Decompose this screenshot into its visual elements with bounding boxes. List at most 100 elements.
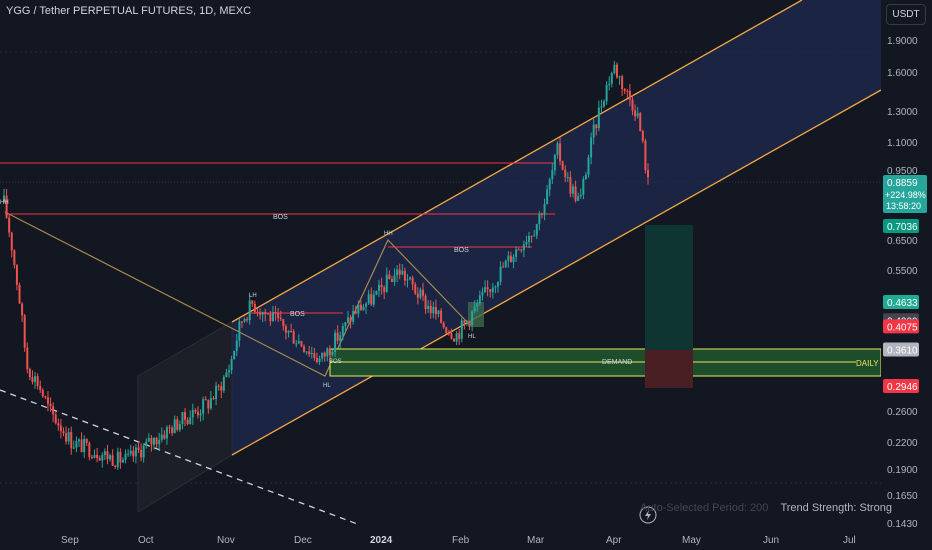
candle-body (52, 406, 55, 415)
candle-body (191, 410, 194, 418)
candle-body (158, 439, 161, 445)
candle-body (85, 438, 88, 443)
candle-body (486, 287, 489, 290)
candle-body (631, 99, 634, 111)
candle-body (590, 137, 593, 158)
candle-body (465, 321, 468, 323)
candle-body (119, 451, 122, 463)
candle-body (352, 311, 355, 322)
lightning-icon[interactable] (639, 506, 657, 524)
candle-body (31, 377, 34, 382)
candle-body (70, 432, 73, 449)
candle-body (339, 335, 342, 341)
candle-body (540, 213, 543, 215)
candle-body (303, 346, 306, 353)
candle-body (564, 169, 567, 178)
candle-body (145, 441, 148, 446)
price-tick: 0.1650 (887, 491, 918, 502)
candle-body (80, 439, 83, 453)
candle-body (644, 140, 647, 171)
candle-body (142, 445, 145, 458)
channel-lower-line (231, 89, 882, 456)
candle-body (416, 293, 419, 298)
candle-body (331, 352, 334, 355)
candle-body (202, 399, 205, 414)
candle-body (184, 411, 187, 420)
candle-body (259, 312, 262, 315)
price-level-badge (883, 295, 919, 309)
candle-body (243, 319, 246, 322)
candle-body (93, 454, 96, 458)
candle-body (129, 450, 132, 454)
candle-body (13, 250, 16, 265)
candle-body (453, 338, 456, 342)
candle-body (608, 83, 611, 85)
dashed-trendline (0, 389, 361, 526)
current-price: 0.8859 (887, 178, 918, 189)
annotation-hh-1: HH (0, 200, 9, 206)
candle-body (163, 434, 166, 439)
candle-body (528, 236, 531, 242)
candle-body (88, 442, 91, 458)
candle-body (628, 90, 631, 100)
candle-body (160, 434, 163, 440)
annotation-hl-2: HL (468, 334, 476, 340)
candle-body (556, 143, 559, 155)
candle-body (533, 235, 536, 237)
price-tick: 0.2600 (887, 407, 918, 418)
demand-label: DEMAND (602, 359, 632, 366)
candle-body (266, 313, 269, 315)
candle-body (359, 304, 362, 311)
candle-body (106, 451, 109, 460)
time-tick: Apr (606, 535, 622, 546)
candle-body (103, 451, 106, 455)
annotation-bos-4: BOS (329, 359, 342, 365)
candle-body (579, 194, 582, 197)
candle-body (577, 196, 580, 201)
candle-body (334, 332, 337, 353)
candle-body (228, 370, 231, 373)
price-level-value: 0.3610 (887, 345, 918, 356)
time-axis[interactable]: Sep Oct Nov Dec 2024 Feb Mar Apr May Jun… (0, 530, 881, 550)
candle-body (411, 277, 414, 285)
candle-body (28, 369, 31, 378)
candle-body (434, 306, 437, 315)
candle-body (284, 326, 287, 333)
candle-body (618, 76, 621, 78)
candle-body (46, 397, 49, 404)
price-tick: 0.5500 (887, 266, 918, 277)
candle-body (515, 249, 518, 257)
candle-body (615, 64, 618, 78)
candle-body (178, 424, 181, 430)
candle-body (574, 186, 577, 201)
candle-body (496, 281, 499, 287)
candle-body (59, 425, 62, 432)
candle-body (346, 317, 349, 323)
time-tick: Feb (452, 535, 470, 546)
candle-body (626, 90, 629, 92)
price-axis[interactable]: 1.9000 1.6000 1.3000 1.1000 0.9500 0.650… (881, 0, 932, 550)
candle-body (15, 264, 18, 285)
candle-body (370, 294, 373, 305)
candle-body (349, 317, 352, 322)
candle-body (385, 274, 388, 292)
candle-body (647, 170, 649, 178)
candle-body (235, 340, 238, 351)
time-tick: Jun (763, 535, 779, 546)
annotation-lh: LH (249, 293, 257, 299)
candle-body (279, 318, 282, 320)
candle-body (398, 269, 401, 275)
candle-body (155, 437, 158, 445)
candle-body (121, 459, 124, 463)
candle-body (641, 130, 644, 141)
price-tick: 1.1000 (887, 138, 918, 149)
candle-body (137, 447, 140, 451)
price-level-value: 0.4633 (887, 298, 918, 309)
candle-body (57, 423, 60, 426)
currency-unit-button[interactable]: USDT (886, 4, 926, 25)
symbol-title[interactable]: YGG / Tether PERPETUAL FUTURES, 1D, MEXC (6, 5, 252, 17)
candle-body (297, 341, 300, 344)
candle-body (559, 143, 562, 162)
